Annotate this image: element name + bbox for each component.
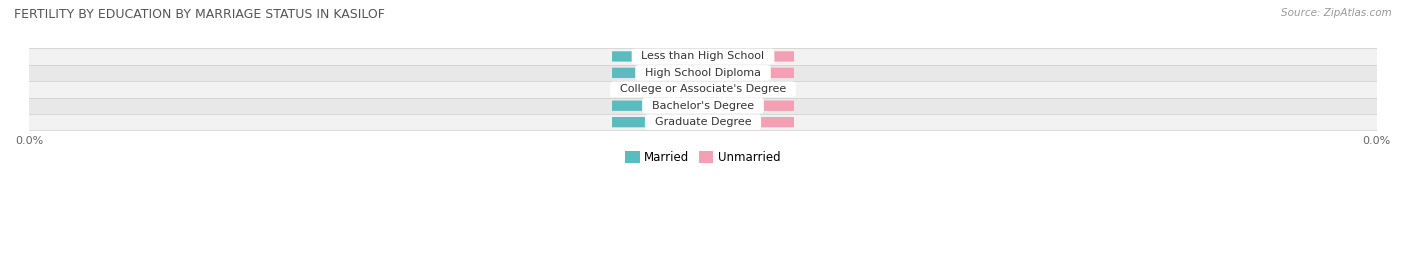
FancyBboxPatch shape bbox=[700, 51, 794, 62]
Text: Bachelor's Degree: Bachelor's Degree bbox=[645, 101, 761, 111]
FancyBboxPatch shape bbox=[612, 68, 706, 78]
Text: 0.0%: 0.0% bbox=[734, 117, 761, 127]
Text: College or Associate's Degree: College or Associate's Degree bbox=[613, 84, 793, 94]
Legend: Married, Unmarried: Married, Unmarried bbox=[620, 146, 786, 169]
FancyBboxPatch shape bbox=[612, 51, 706, 62]
FancyBboxPatch shape bbox=[612, 100, 706, 111]
Text: 0.0%: 0.0% bbox=[645, 101, 672, 111]
Bar bbox=[30, 97, 1376, 114]
Text: 0.0%: 0.0% bbox=[734, 52, 761, 62]
FancyBboxPatch shape bbox=[700, 100, 794, 111]
Text: Source: ZipAtlas.com: Source: ZipAtlas.com bbox=[1281, 8, 1392, 18]
Bar bbox=[30, 81, 1376, 97]
Bar bbox=[30, 48, 1376, 65]
FancyBboxPatch shape bbox=[700, 84, 794, 94]
Text: 0.0%: 0.0% bbox=[645, 68, 672, 78]
FancyBboxPatch shape bbox=[700, 68, 794, 78]
Text: 0.0%: 0.0% bbox=[734, 101, 761, 111]
Text: High School Diploma: High School Diploma bbox=[638, 68, 768, 78]
Text: 0.0%: 0.0% bbox=[734, 68, 761, 78]
FancyBboxPatch shape bbox=[700, 117, 794, 127]
Text: 0.0%: 0.0% bbox=[645, 117, 672, 127]
Bar bbox=[30, 65, 1376, 81]
Text: Less than High School: Less than High School bbox=[634, 52, 772, 62]
FancyBboxPatch shape bbox=[612, 117, 706, 127]
Text: 0.0%: 0.0% bbox=[645, 84, 672, 94]
Text: FERTILITY BY EDUCATION BY MARRIAGE STATUS IN KASILOF: FERTILITY BY EDUCATION BY MARRIAGE STATU… bbox=[14, 8, 385, 21]
Text: 0.0%: 0.0% bbox=[645, 52, 672, 62]
Text: Graduate Degree: Graduate Degree bbox=[648, 117, 758, 127]
Text: 0.0%: 0.0% bbox=[734, 84, 761, 94]
FancyBboxPatch shape bbox=[612, 84, 706, 94]
Bar bbox=[30, 114, 1376, 130]
